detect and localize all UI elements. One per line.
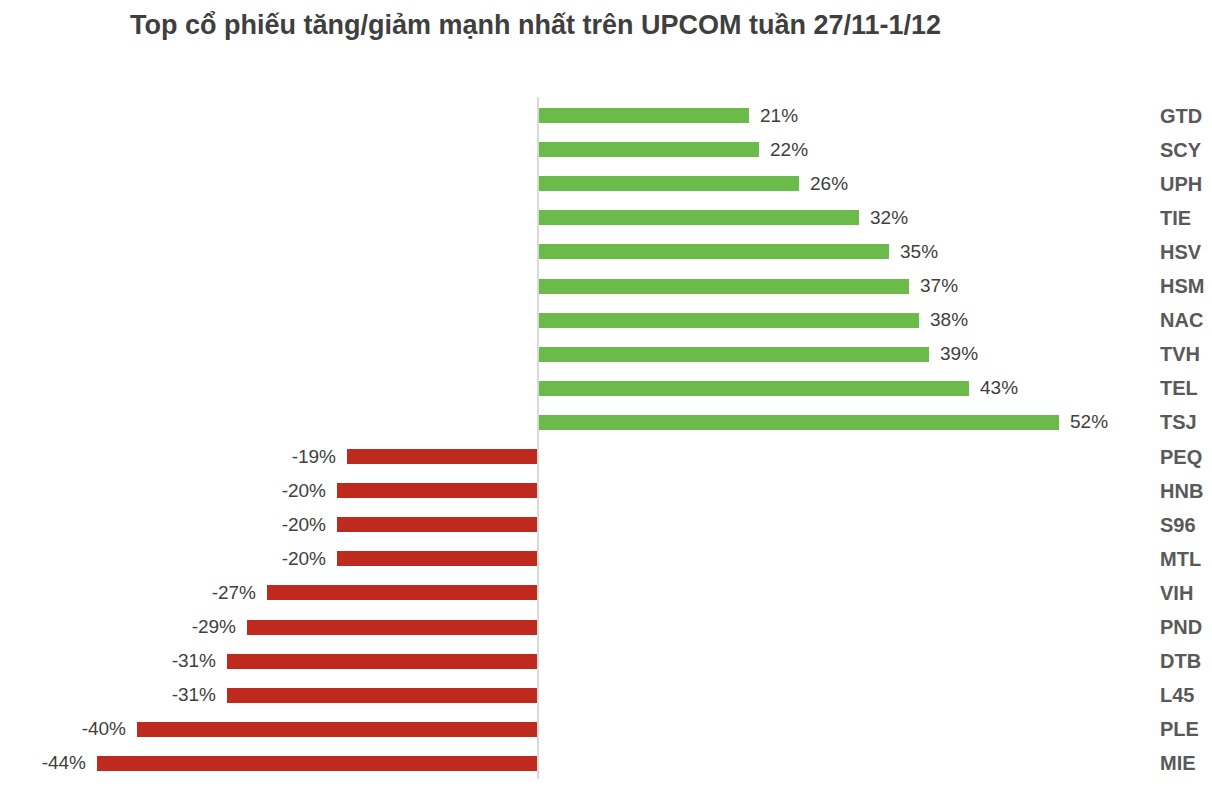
bar-TEL (539, 381, 969, 396)
value-label-GTD: 21% (760, 105, 798, 127)
value-label-HSV: 35% (900, 241, 938, 263)
ticker-label-GTD: GTD (1160, 104, 1202, 127)
bar-HSM (539, 279, 909, 294)
bar-DTB (227, 654, 537, 669)
value-label-TVH: 39% (940, 343, 978, 365)
bar-TIE (539, 210, 859, 225)
value-label-SCY: 22% (770, 139, 808, 161)
value-label-PND: -29% (192, 616, 236, 638)
value-label-TIE: 32% (870, 207, 908, 229)
ticker-label-HSV: HSV (1160, 240, 1201, 263)
ticker-label-TIE: TIE (1160, 206, 1191, 229)
value-label-HSM: 37% (920, 275, 958, 297)
ticker-label-PND: PND (1160, 616, 1202, 639)
ticker-label-L45: L45 (1160, 684, 1194, 707)
ticker-label-TSJ: TSJ (1160, 411, 1197, 434)
bar-MTL (337, 551, 537, 566)
value-label-MIE: -44% (42, 752, 86, 774)
ticker-label-SCY: SCY (1160, 138, 1201, 161)
value-label-S96: -20% (282, 514, 326, 536)
chart-title: Top cổ phiếu tăng/giảm mạnh nhất trên UP… (130, 10, 941, 41)
ticker-label-MTL: MTL (1160, 547, 1201, 570)
value-label-MTL: -20% (282, 548, 326, 570)
ticker-label-DTB: DTB (1160, 650, 1201, 673)
ticker-label-TEL: TEL (1160, 377, 1198, 400)
value-label-HNB: -20% (282, 480, 326, 502)
value-label-DTB: -31% (172, 650, 216, 672)
value-label-TEL: 43% (980, 377, 1018, 399)
ticker-label-MIE: MIE (1160, 752, 1196, 775)
bar-MIE (97, 756, 537, 771)
bar-HSV (539, 244, 889, 259)
bar-PLE (137, 722, 537, 737)
value-label-L45: -31% (172, 684, 216, 706)
bar-TSJ (539, 415, 1059, 430)
bar-HNB (337, 483, 537, 498)
value-label-TSJ: 52% (1070, 411, 1108, 433)
ticker-label-VIH: VIH (1160, 581, 1193, 604)
bar-SCY (539, 142, 759, 157)
ticker-label-PLE: PLE (1160, 718, 1199, 741)
bar-PND (247, 620, 537, 635)
ticker-label-HSM: HSM (1160, 275, 1204, 298)
bar-GTD (539, 108, 749, 123)
value-label-UPH: 26% (810, 173, 848, 195)
value-label-NAC: 38% (930, 309, 968, 331)
bar-VIH (267, 585, 537, 600)
value-label-PLE: -40% (82, 718, 126, 740)
bar-S96 (337, 517, 537, 532)
ticker-label-S96: S96 (1160, 513, 1196, 536)
value-label-PEQ: -19% (292, 446, 336, 468)
ticker-label-HNB: HNB (1160, 479, 1203, 502)
bar-TVH (539, 347, 929, 362)
ticker-label-NAC: NAC (1160, 309, 1203, 332)
bar-NAC (539, 313, 919, 328)
bar-PEQ (347, 449, 537, 464)
bar-L45 (227, 688, 537, 703)
upcom-bar-chart: Top cổ phiếu tăng/giảm mạnh nhất trên UP… (0, 0, 1212, 786)
zero-axis-line (537, 97, 539, 779)
ticker-label-PEQ: PEQ (1160, 445, 1202, 468)
ticker-label-UPH: UPH (1160, 172, 1202, 195)
bar-UPH (539, 176, 799, 191)
value-label-VIH: -27% (212, 582, 256, 604)
ticker-label-TVH: TVH (1160, 343, 1200, 366)
